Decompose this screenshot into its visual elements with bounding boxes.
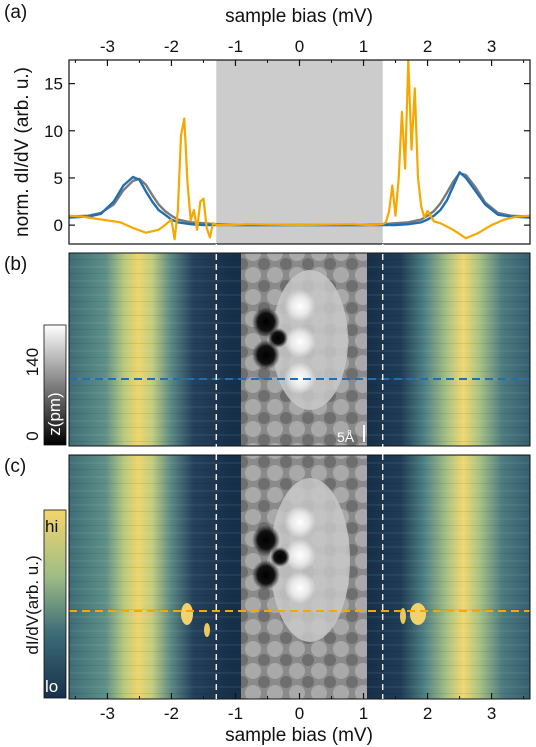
bottom-x-tick-label: -2 bbox=[164, 704, 179, 723]
top-x-ticks: -3 -2 -1 0 1 2 3 bbox=[74, 37, 525, 66]
colorbar-z-label: z(pm) bbox=[45, 392, 64, 435]
panel-label-c: (c) bbox=[4, 456, 26, 477]
panel-label-b: (b) bbox=[4, 254, 27, 275]
colorbar-didv bbox=[43, 509, 67, 699]
colorbar-z-max: 140 bbox=[23, 348, 42, 376]
topo-inset-c bbox=[241, 455, 367, 699]
y-ticks: 0 5 10 15 bbox=[44, 75, 530, 235]
bottom-x-tick-label: 1 bbox=[359, 704, 368, 723]
panel-b: 5Å z(pm) 140 0 bbox=[23, 252, 531, 447]
y-tick-label: 0 bbox=[54, 216, 63, 235]
top-x-tick-label: -2 bbox=[164, 37, 179, 56]
bottom-x-tick-label: 2 bbox=[423, 704, 432, 723]
y-tick-label: 5 bbox=[54, 169, 63, 188]
bottom-x-tick-label: 0 bbox=[295, 704, 304, 723]
y-tick-label: 15 bbox=[44, 75, 63, 94]
bottom-xlabel: sample bias (mV) bbox=[225, 725, 373, 746]
panel-c: hi lo dI/dV(arb. u.) bbox=[23, 454, 531, 700]
panel-a-ylabel: norm. dI/dV (arb. u.) bbox=[12, 67, 33, 237]
colorbar-z-min: 0 bbox=[23, 431, 42, 440]
bottom-x-tick-label: -3 bbox=[100, 704, 115, 723]
panel-b-frame bbox=[68, 252, 531, 447]
colorbar-didv-hi: hi bbox=[45, 517, 58, 536]
y-tick-label: 10 bbox=[44, 122, 63, 141]
series-line-2 bbox=[69, 60, 530, 241]
bottom-x-ticks: -3 -2 -1 0 1 2 3 bbox=[74, 693, 525, 723]
top-x-tick-label: 2 bbox=[423, 37, 432, 56]
colorbar-didv-lo: lo bbox=[45, 677, 58, 696]
scale-bar-label: 5Å bbox=[337, 429, 355, 445]
panel-a: -3 -2 -1 0 1 2 3 0 5 10 15 norm. dI/dV (arb. u.) bbox=[12, 37, 531, 245]
bottom-x-tick-label: 3 bbox=[487, 704, 496, 723]
bias-marker-lines bbox=[215, 244, 384, 699]
top-xlabel: sample bias (mV) bbox=[225, 6, 373, 27]
top-x-tick-label: -1 bbox=[228, 37, 243, 56]
colorbar-didv-label: dI/dV(arb. u.) bbox=[23, 555, 42, 654]
top-x-tick-label: -3 bbox=[100, 37, 115, 56]
colorbar-z bbox=[43, 324, 67, 446]
panel-label-a: (a) bbox=[4, 2, 27, 23]
top-x-tick-label: 0 bbox=[295, 37, 304, 56]
top-x-tick-label: 3 bbox=[487, 37, 496, 56]
spectra-series bbox=[69, 60, 530, 241]
bottom-x-tick-label: -1 bbox=[228, 704, 243, 723]
top-x-tick-label: 1 bbox=[359, 37, 368, 56]
topo-inset-b bbox=[241, 253, 367, 446]
gap-shade bbox=[216, 60, 383, 244]
